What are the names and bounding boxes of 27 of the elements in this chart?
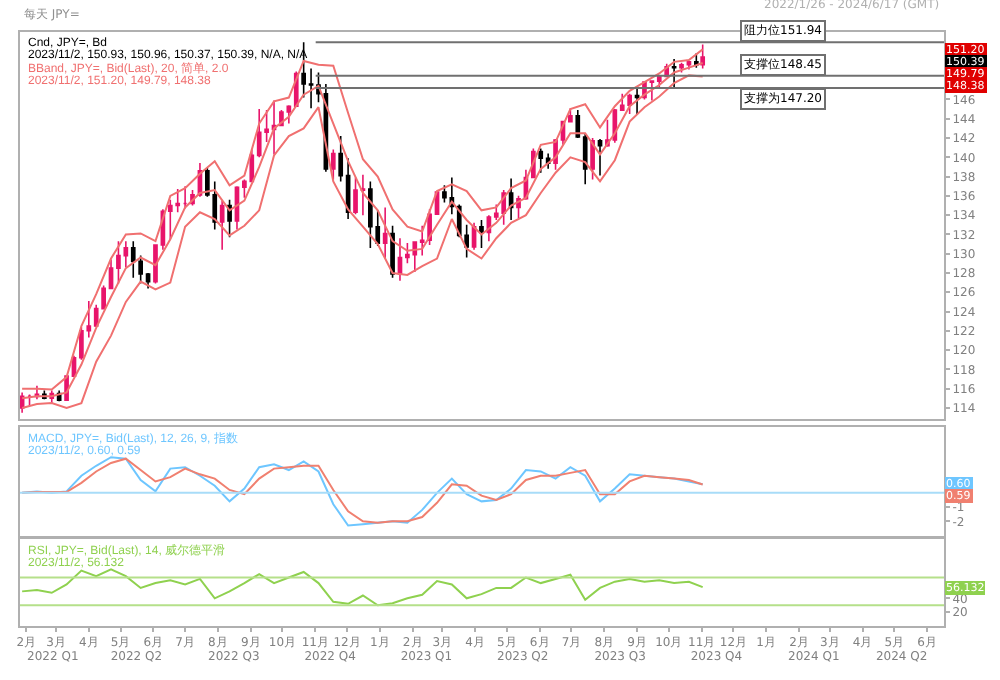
candlestick <box>360 173 366 216</box>
candlestick <box>271 99 277 156</box>
candlestick <box>182 185 188 210</box>
candlestick <box>138 254 144 285</box>
candlestick <box>568 107 573 124</box>
candlestick <box>597 138 603 177</box>
candlestick <box>649 80 655 102</box>
candlestick <box>538 147 544 174</box>
candlestick <box>130 240 136 279</box>
candlestick <box>382 206 388 260</box>
candlestick <box>27 393 32 407</box>
candlestick <box>700 43 706 70</box>
candlestick <box>545 152 551 170</box>
candlestick <box>397 237 403 282</box>
candlestick <box>367 180 373 249</box>
candlestick <box>353 176 358 215</box>
candlestick <box>590 137 595 181</box>
candlestick <box>330 148 336 181</box>
candlestick <box>627 92 632 115</box>
candlestick <box>634 85 640 116</box>
candlestick <box>219 199 225 251</box>
line-series <box>21 568 704 607</box>
candlestick <box>116 240 121 285</box>
candlestick <box>479 219 484 249</box>
candlestick <box>20 391 25 414</box>
candlestick <box>508 177 514 221</box>
candlestick <box>671 58 677 88</box>
